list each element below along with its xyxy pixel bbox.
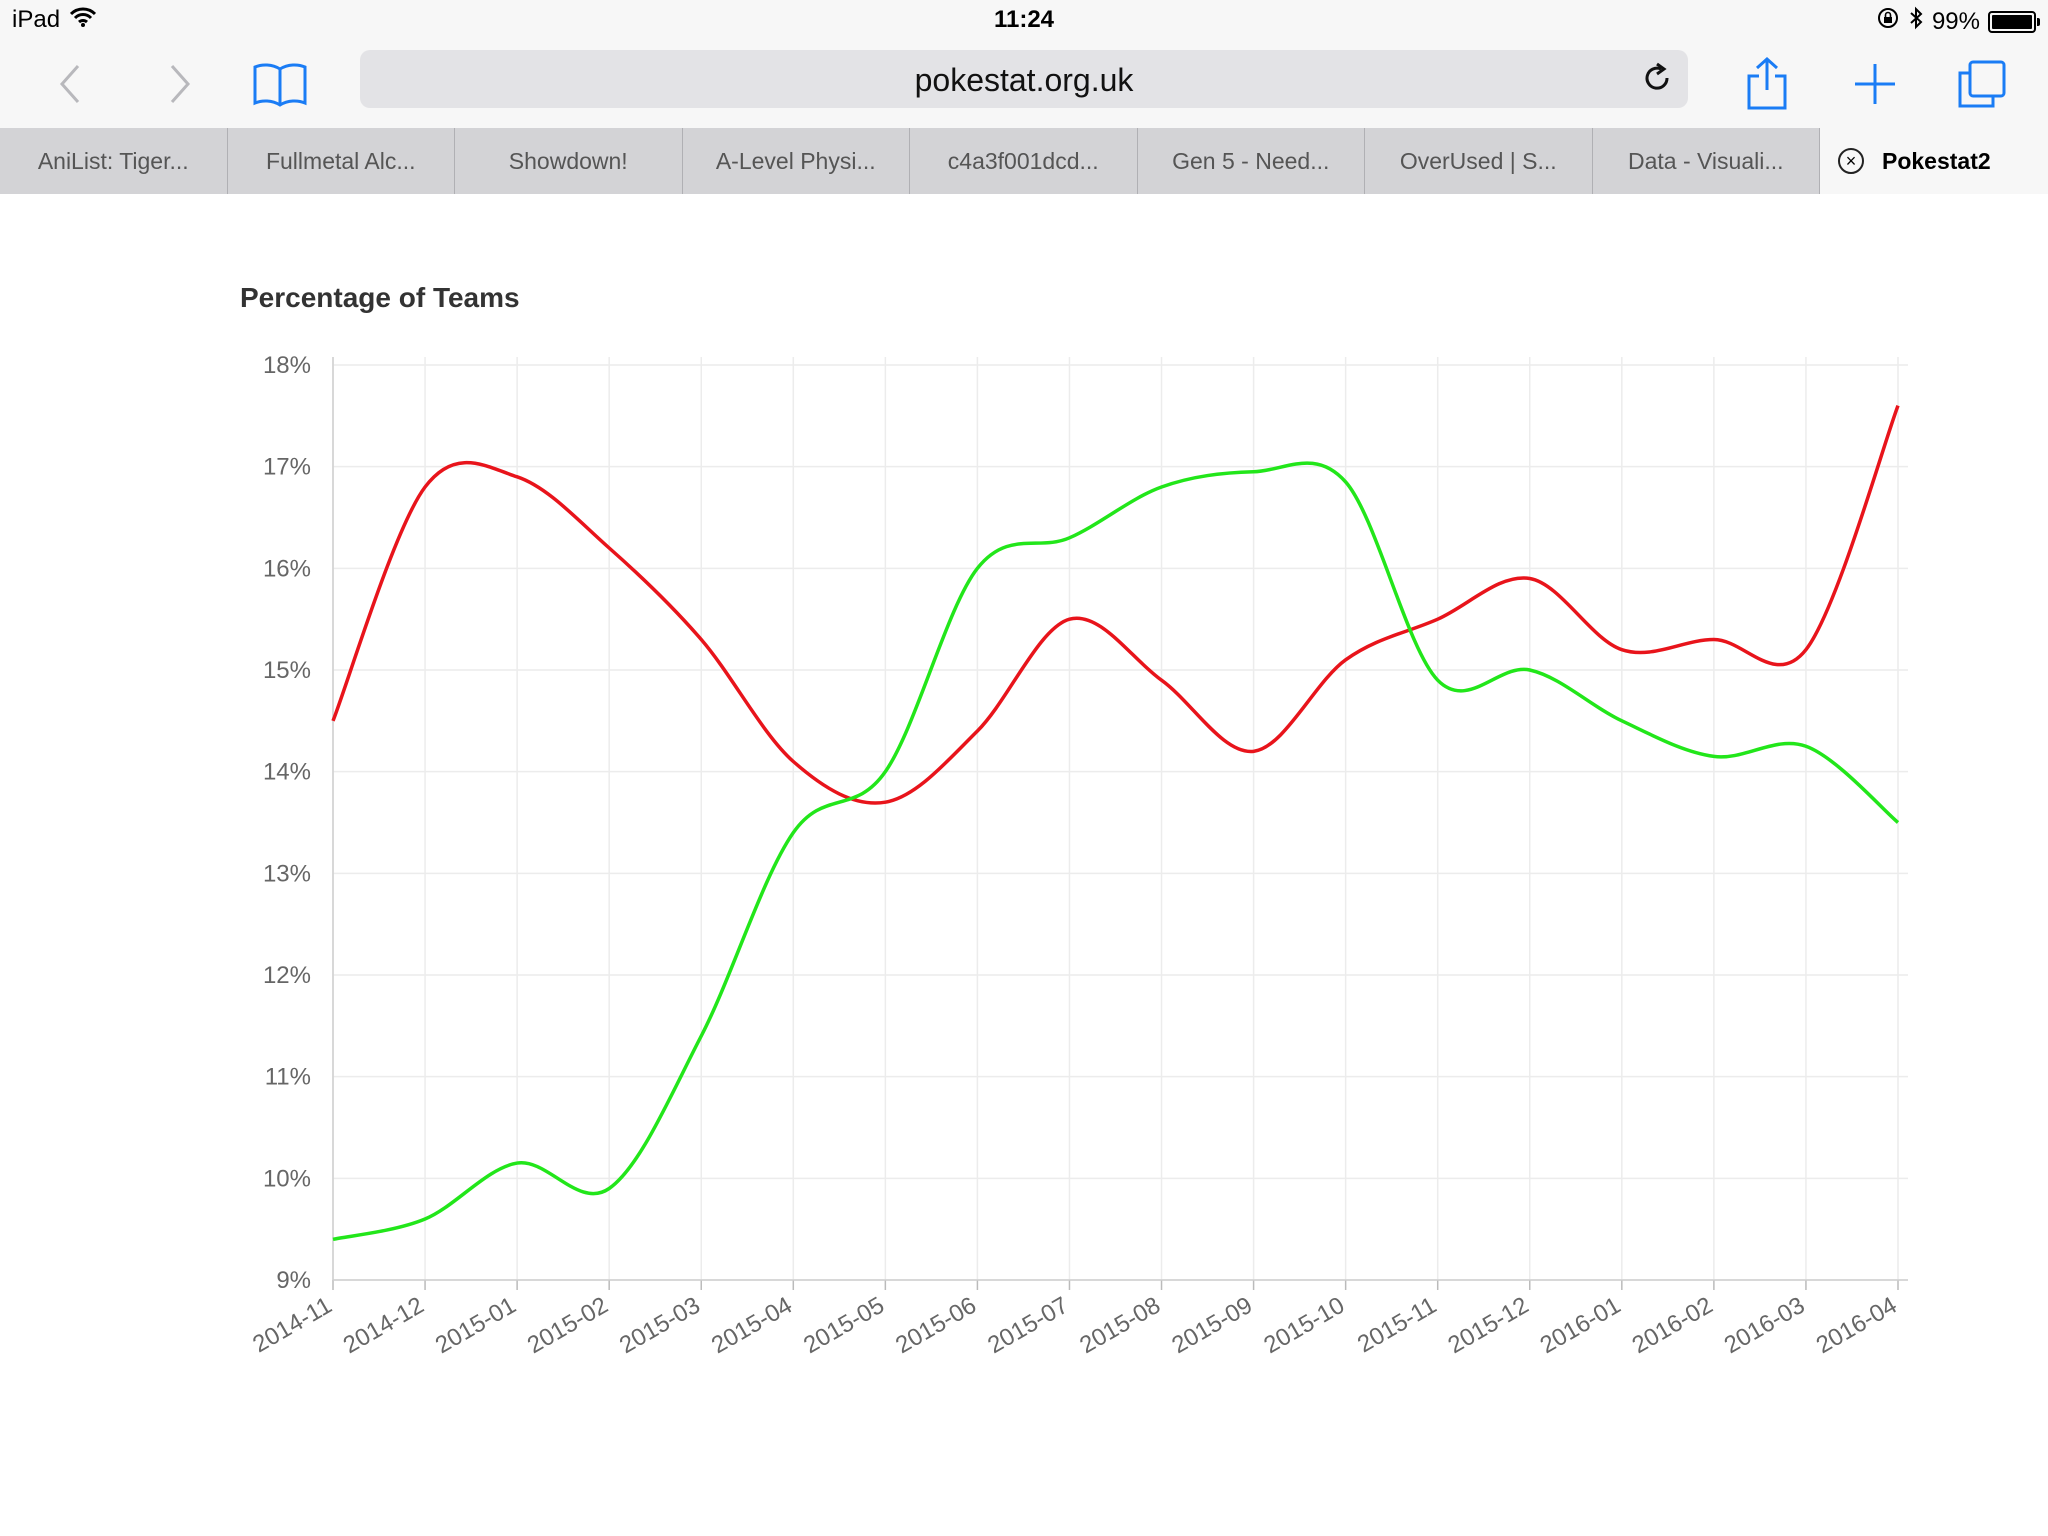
tab-pokestat2[interactable]: × Pokestat2 — [1820, 128, 2048, 194]
orientation-lock-icon — [1876, 6, 1900, 37]
x-tick-label: 2016-01 — [1536, 1292, 1626, 1359]
tab-anilist[interactable]: AniList: Tiger... — [0, 128, 228, 194]
battery-percent: 99% — [1931, 7, 1980, 35]
reload-button[interactable] — [1640, 61, 1674, 100]
tab-c4a3f001[interactable]: c4a3f001dcd... — [910, 128, 1138, 194]
chart-title: Percentage of Teams — [240, 282, 520, 313]
battery-icon — [1988, 10, 2040, 33]
tab-label: Data - Visuali... — [1627, 147, 1784, 174]
tab-alevel-physics[interactable]: A-Level Physi... — [682, 128, 910, 194]
x-tick-label: 2015-02 — [523, 1292, 613, 1359]
y-tick-label: 13% — [263, 860, 311, 887]
x-tick-label: 2015-04 — [707, 1292, 797, 1359]
tab-label: Showdown! — [508, 147, 628, 174]
x-tick-label: 2015-11 — [1353, 1292, 1441, 1359]
x-tick-label: 2014-12 — [339, 1292, 429, 1359]
share-button[interactable] — [1742, 40, 1792, 128]
tab-fullmetal[interactable]: Fullmetal Alc... — [227, 128, 455, 194]
back-button[interactable] — [50, 40, 90, 128]
bluetooth-icon — [1908, 6, 1924, 37]
tab-label: OverUsed | S... — [1399, 147, 1557, 174]
browser-toolbar: pokestat.org.uk — [0, 40, 2048, 128]
chevron-right-icon — [170, 65, 191, 103]
tab-data-visualization[interactable]: Data - Visuali... — [1592, 128, 1820, 194]
y-tick-label: 9% — [276, 1267, 311, 1294]
url-text: pokestat.org.uk — [914, 62, 1134, 98]
x-tick-label: 2015-01 — [431, 1292, 521, 1359]
share-icon — [1747, 56, 1787, 110]
x-tick-label: 2015-12 — [1444, 1292, 1534, 1359]
tab-showdown[interactable]: Showdown! — [455, 128, 683, 194]
x-tick-label: 2015-10 — [1259, 1292, 1349, 1359]
close-icon[interactable]: × — [1838, 148, 1864, 174]
x-tick-label: 2015-07 — [983, 1292, 1073, 1359]
x-tick-label: 2016-04 — [1812, 1292, 1902, 1359]
x-tick-label: 2016-03 — [1720, 1292, 1810, 1359]
reload-icon — [1645, 62, 1669, 90]
chevron-left-icon — [59, 65, 80, 103]
x-tick-label: 2015-03 — [615, 1292, 705, 1359]
new-tab-button[interactable] — [1850, 40, 1900, 128]
tab-label: Pokestat2 — [1882, 147, 1991, 174]
y-tick-label: 16% — [263, 555, 311, 582]
x-tick-label: 2015-06 — [891, 1292, 981, 1359]
tabs-overview-button[interactable] — [1955, 40, 2009, 128]
y-tick-label: 15% — [263, 657, 311, 684]
book-icon — [253, 63, 307, 107]
series-line-green — [332, 461, 1900, 1242]
plus-icon — [1855, 64, 1895, 104]
tab-strip: AniList: Tiger... Fullmetal Alc... Showd… — [0, 128, 2048, 194]
address-bar[interactable]: pokestat.org.uk — [360, 50, 1688, 108]
device-name: iPad — [12, 6, 61, 33]
status-right: 99% — [1876, 6, 2040, 37]
forward-button[interactable] — [160, 40, 200, 128]
bookmarks-button[interactable] — [250, 40, 310, 128]
x-tick-label: 2016-02 — [1628, 1292, 1718, 1359]
tab-label: Gen 5 - Need... — [1172, 147, 1330, 174]
tab-label: Fullmetal Alc... — [265, 147, 416, 174]
status-bar: iPad 11:24 99% — [0, 0, 2048, 40]
series-line-red — [331, 405, 1900, 805]
y-tick-label: 11% — [265, 1064, 311, 1091]
tab-overused[interactable]: OverUsed | S... — [1365, 128, 1593, 194]
tabs-icon — [1958, 60, 2006, 108]
tab-label: AniList: Tiger... — [37, 147, 189, 174]
tab-label: c4a3f001dcd... — [947, 147, 1099, 174]
wifi-icon — [69, 6, 97, 34]
x-tick-label: 2015-05 — [799, 1292, 889, 1359]
tab-label: A-Level Physi... — [715, 147, 876, 174]
y-tick-label: 12% — [263, 962, 311, 989]
y-tick-label: 17% — [263, 454, 311, 481]
x-tick-label: 2015-09 — [1167, 1292, 1257, 1359]
y-tick-label: 10% — [263, 1165, 311, 1192]
y-tick-label: 14% — [263, 759, 311, 786]
x-tick-label: 2014-11 — [248, 1292, 336, 1359]
status-left: iPad — [12, 6, 97, 34]
tab-gen5[interactable]: Gen 5 - Need... — [1137, 128, 1365, 194]
clock: 11:24 — [993, 6, 1055, 33]
y-tick-label: 18% — [263, 352, 311, 379]
x-tick-label: 2015-08 — [1075, 1292, 1165, 1359]
